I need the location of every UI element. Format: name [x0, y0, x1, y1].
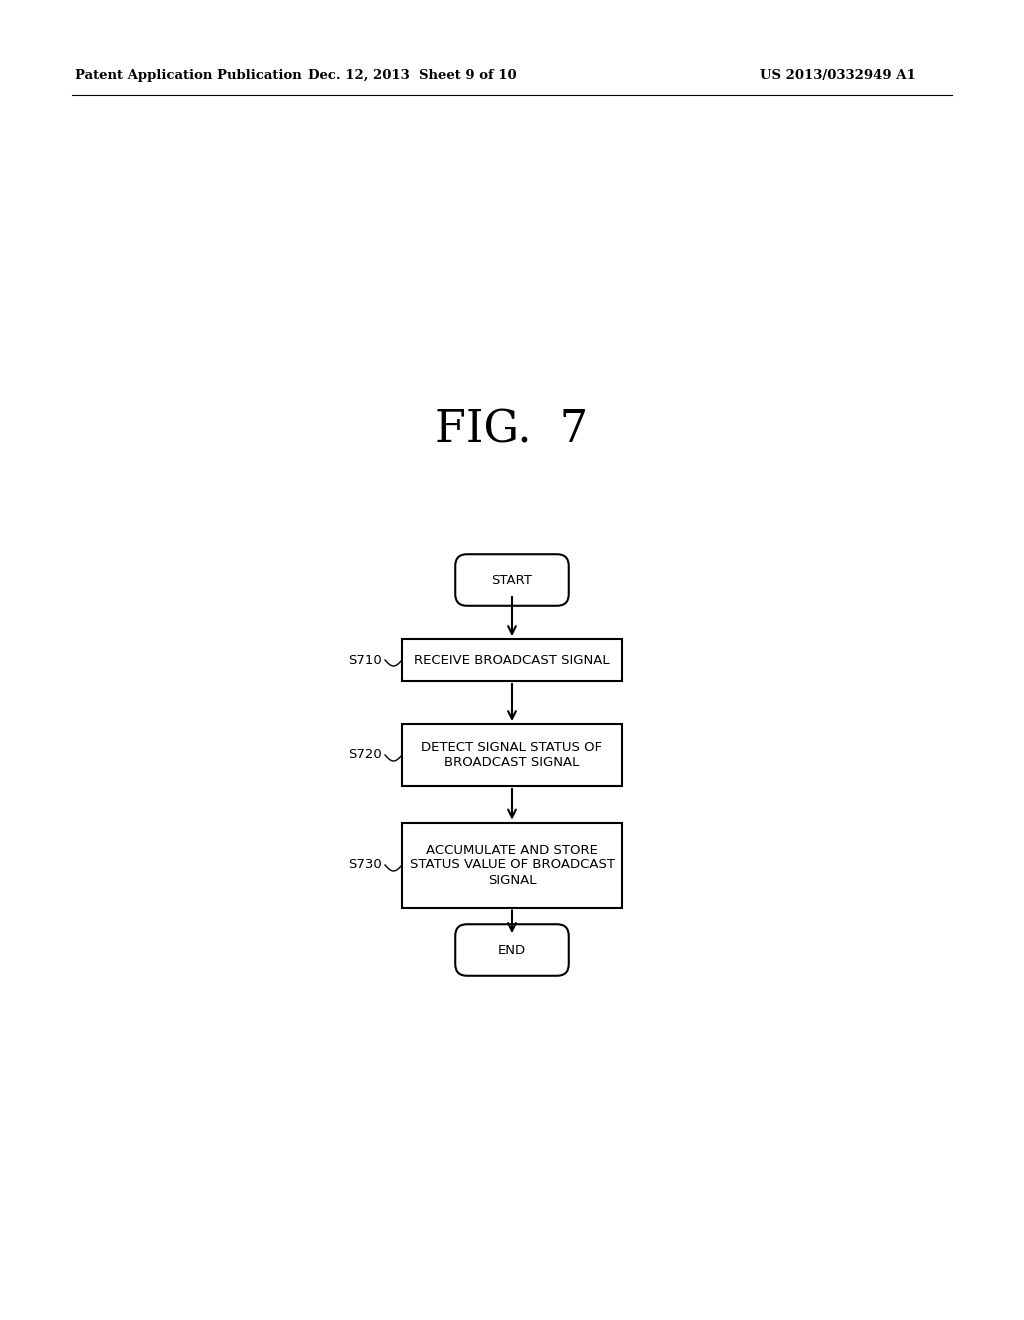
Text: END: END: [498, 944, 526, 957]
Bar: [402, 723, 622, 785]
Text: RECEIVE BROADCAST SIGNAL: RECEIVE BROADCAST SIGNAL: [414, 653, 610, 667]
Text: S710: S710: [348, 653, 382, 667]
Text: Patent Application Publication: Patent Application Publication: [75, 69, 302, 82]
Text: S730: S730: [348, 858, 382, 871]
Bar: [402, 822, 622, 908]
Text: FIG.  7: FIG. 7: [435, 408, 589, 451]
Text: START: START: [492, 573, 532, 586]
Text: DETECT SIGNAL STATUS OF
BROADCAST SIGNAL: DETECT SIGNAL STATUS OF BROADCAST SIGNAL: [422, 741, 602, 770]
Bar: [402, 639, 622, 681]
Text: US 2013/0332949 A1: US 2013/0332949 A1: [760, 69, 915, 82]
Text: Dec. 12, 2013  Sheet 9 of 10: Dec. 12, 2013 Sheet 9 of 10: [307, 69, 516, 82]
FancyBboxPatch shape: [456, 554, 568, 606]
Text: S720: S720: [348, 748, 382, 762]
Text: ACCUMULATE AND STORE
STATUS VALUE OF BROADCAST
SIGNAL: ACCUMULATE AND STORE STATUS VALUE OF BRO…: [410, 843, 614, 887]
FancyBboxPatch shape: [456, 924, 568, 975]
